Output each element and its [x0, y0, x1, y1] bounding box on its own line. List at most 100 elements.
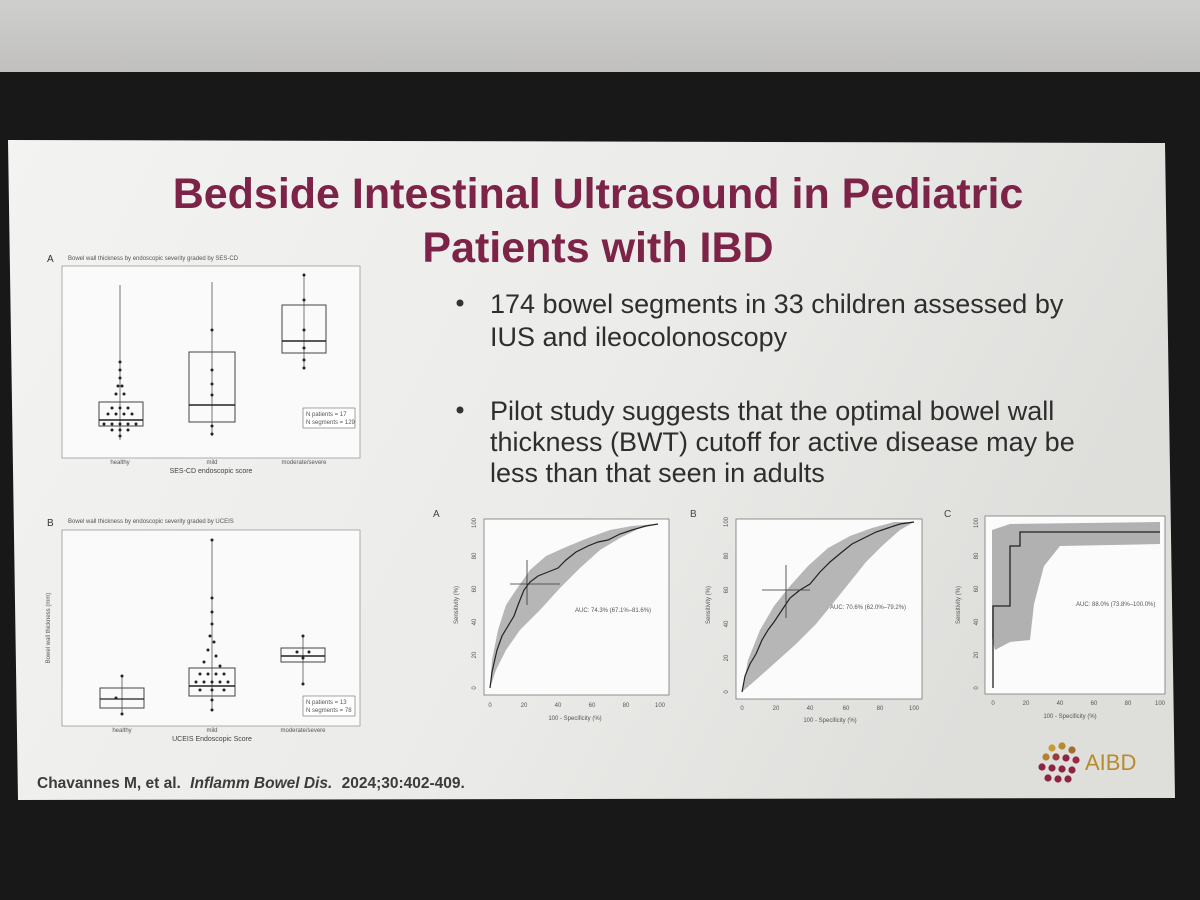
boxplot-a-box-mild	[188, 351, 236, 423]
roc-c-xtick: 20	[1023, 701, 1030, 707]
boxplot-b-legend-segments: N segments = 78	[306, 708, 352, 714]
citation: Chavannes M, et al. Inflamm Bowel Dis. 2…	[37, 775, 465, 792]
boxplot-a-title: Bowel wall thickness by endoscopic sever…	[68, 256, 239, 262]
roc-c-auc: AUC: 88.0% (73.8%–100.0%)	[1076, 602, 1155, 608]
roc-c-xlabel: 100 - Specificity (%)	[1043, 714, 1096, 720]
roc-a-yticks: 0 20 40 60 80 100	[472, 517, 478, 689]
roc-b-yticks: 0 20 40 60 80 100	[724, 516, 730, 693]
roc-b-auc: AUC: 70.6% (62.0%–79.2%)	[830, 605, 906, 611]
boxplot-b-frame	[61, 529, 361, 727]
roc-b-ylabel: Sensitivity (%)	[706, 586, 712, 624]
citation-authors: Chavannes M, et al.	[37, 775, 181, 792]
bullet-2-line2: thickness (BWT) cutoff for active diseas…	[490, 427, 1075, 457]
roc-c-ytick: 40	[974, 618, 980, 625]
boxplot-b-panel-letter: B	[47, 518, 54, 529]
boxplot-b-points-mild	[194, 538, 230, 712]
boxplot-b-ylabel: Bowel wall thickness (mm)	[46, 593, 52, 664]
slide-title-line2: Patients with IBD	[422, 224, 773, 272]
bullet-dot	[456, 406, 464, 414]
roc-a-xtick: 60	[589, 703, 596, 709]
boxplot-a-cat-moderate: moderate/severe	[281, 460, 327, 466]
boxplot-a-legend-patients: N patients = 17	[306, 412, 347, 418]
citation-journal: Inflamm Bowel Dis.	[190, 775, 332, 792]
boxplot-b-cat-moderate: moderate/severe	[280, 728, 326, 734]
boxplot-a-xlabel: SES-CD endoscopic score	[170, 468, 253, 475]
roc-b-xtick: 100	[909, 706, 920, 712]
roc-c-ytick: 80	[974, 552, 980, 559]
boxplot-a-panel-letter: A	[47, 254, 54, 265]
bullet-dot	[456, 299, 464, 307]
roc-c-ytick: 60	[974, 585, 980, 592]
roc-b-xtick: 20	[773, 706, 780, 712]
slide-title-line1: Bedside Intestinal Ultrasound in Pediatr…	[173, 170, 1024, 218]
roc-b-ytick: 20	[724, 654, 730, 661]
bullet-1-line2: IUS and ileocolonoscopy	[490, 322, 788, 352]
roc-c-curve	[992, 531, 1160, 688]
roc-c-ylabel: Sensitivity (%)	[956, 586, 962, 624]
roc-c-ytick: 20	[974, 651, 980, 658]
roc-a-xticks: 0 20 40 60 80 100	[488, 703, 665, 709]
roc-a-ytick: 20	[472, 651, 478, 658]
roc-a-xtick: 20	[521, 703, 528, 709]
boxplot-a-box-healthy	[98, 401, 144, 427]
roc-a-ytick: 40	[472, 618, 478, 625]
roc-a-ylabel: Sensitivity (%)	[454, 586, 460, 624]
bullet-2-line3: less than that seen in adults	[490, 458, 825, 488]
roc-a-xtick: 100	[655, 703, 666, 709]
roc-c-ytick: 0	[974, 686, 980, 690]
roc-a-xtick: 0	[488, 703, 492, 709]
boxplot-b: B Bowel wall thickness by endoscopic sev…	[46, 518, 361, 743]
boxplot-a-cat-healthy: healthy	[110, 460, 129, 466]
roc-c-xtick: 100	[1155, 701, 1166, 707]
boxplot-a-legend	[302, 407, 356, 429]
roc-c-confidence-band	[992, 522, 1160, 650]
roc-a-confidence-band	[490, 524, 658, 688]
boxplot-a-frame	[61, 265, 361, 459]
boxplot-b-box-moderate	[280, 647, 326, 663]
roc-a-ytick: 60	[472, 585, 478, 592]
roc-c-xtick: 0	[991, 701, 995, 707]
boxplot-b-legend-patients: N patients = 13	[306, 700, 347, 706]
roc-a-ytick: 100	[472, 517, 478, 528]
roc-a-ytick: 0	[472, 686, 478, 690]
boxplot-b-box-mild	[188, 667, 236, 697]
roc-a-auc: AUC: 74.3% (67.1%–81.6%)	[575, 608, 651, 614]
roc-b-confidence-band	[742, 522, 914, 692]
roc-a: A AUC: 74.3% (67.1%–81.6%) Sensitivity (…	[433, 509, 670, 722]
boxplot-a: A Bowel wall thickness by endoscopic sev…	[47, 254, 361, 475]
boxplot-b-box-healthy	[99, 687, 145, 709]
roc-b-ytick: 80	[724, 552, 730, 559]
roc-b-ytick: 60	[724, 586, 730, 593]
roc-b-xticks: 0 20 40 60 80 100	[740, 706, 919, 712]
roc-a-xlabel: 100 - Specificity (%)	[548, 716, 601, 722]
roc-c-xtick: 40	[1057, 701, 1064, 707]
roc-b: B AUC: 70.6% (62.0%–79.2%) Sensitivity (…	[690, 509, 923, 724]
roc-a-ytick: 80	[472, 552, 478, 559]
roc-b-curve	[741, 521, 915, 693]
bullet-2-line1: Pilot study suggests that the optimal bo…	[490, 396, 1054, 426]
bullet-1-line1: 174 bowel segments in 33 children assess…	[490, 289, 1064, 319]
roc-c: C AUC: 88.0% (73.8%–100.0%) Sensitivity …	[944, 509, 1166, 720]
roc-b-xtick: 0	[740, 706, 744, 712]
roc-c-xticks: 0 20 40 60 80 100	[991, 701, 1165, 707]
boxplot-a-points-moderate	[302, 273, 306, 370]
roc-b-ytick: 100	[724, 516, 730, 527]
roc-b-panel-letter: B	[690, 509, 697, 520]
boxplot-b-cat-mild: mild	[206, 728, 217, 734]
aibd-logo-icon	[1038, 742, 1080, 783]
citation-rest: 2024;30:402-409.	[342, 775, 465, 792]
roc-b-xtick: 60	[843, 706, 850, 712]
boxplot-b-points-healthy	[114, 674, 124, 716]
boxplot-a-box-moderate	[281, 304, 327, 354]
roc-b-xlabel: 100 - Specificity (%)	[803, 718, 856, 724]
roc-c-yticks: 0 20 40 60 80 100	[974, 517, 980, 689]
roc-a-xtick: 40	[555, 703, 562, 709]
roc-a-panel-letter: A	[433, 509, 440, 520]
boxplot-b-legend	[302, 695, 356, 717]
roc-b-xtick: 40	[807, 706, 814, 712]
roc-a-curve	[489, 523, 659, 689]
roc-c-xtick: 60	[1091, 701, 1098, 707]
roc-b-ytick: 0	[724, 690, 730, 694]
boxplot-b-points-moderate	[295, 634, 311, 686]
